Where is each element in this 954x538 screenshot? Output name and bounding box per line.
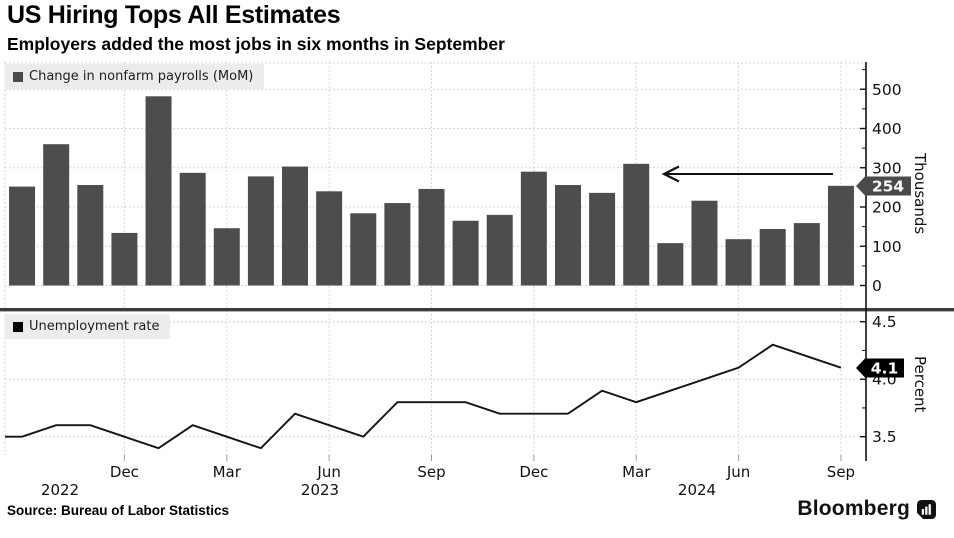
year-label-2024: 2024 (678, 481, 716, 499)
bar-Apr-2024 (657, 243, 684, 286)
x-tick-label-Mar: Mar (213, 463, 242, 481)
bar-Jan-2024 (554, 185, 581, 286)
bar-Jun-2024 (725, 239, 752, 286)
bar-Nov-2022 (77, 185, 104, 286)
bar-Mar-2024 (623, 163, 650, 286)
payrolls-tick-label: 100 (872, 238, 902, 256)
x-tick-label-Sep: Sep (827, 463, 855, 481)
payrolls-legend-label: Change in nonfarm payrolls (MoM) (29, 69, 254, 84)
payrolls-tick-label: 0 (872, 277, 882, 295)
bar-Oct-2023 (452, 220, 479, 286)
x-tick-label-Mar: Mar (622, 463, 651, 481)
bar-Aug-2024 (793, 223, 820, 286)
bar-Jul-2024 (759, 228, 786, 286)
unemployment-tick-label: 4.5 (872, 313, 897, 331)
payrolls-badge-label: 254 (872, 178, 905, 196)
payrolls-legend: Change in nonfarm payrolls (MoM) (5, 64, 265, 89)
payrolls-tick-label: 400 (872, 120, 902, 138)
bar-Jul-2023 (350, 213, 377, 286)
bar-Feb-2024 (589, 192, 616, 286)
payrolls-value-badge (856, 176, 911, 196)
unemployment-value-badge (856, 358, 904, 378)
year-label-2023: 2023 (301, 481, 339, 499)
x-tick-label-Dec: Dec (110, 463, 139, 481)
source-note: Source: Bureau of Labor Statistics (7, 503, 230, 518)
bar-Oct-2022 (43, 144, 70, 286)
payrolls-tick-label: 300 (872, 159, 902, 177)
bar-Jan-2023 (145, 96, 172, 286)
percent-axis-title: Percent (911, 355, 929, 413)
x-tick-label-Dec: Dec (519, 463, 548, 481)
page-subtitle: Employers added the most jobs in six mon… (7, 34, 505, 54)
panel-separator (0, 308, 954, 312)
payrolls-tick-label: 500 (872, 81, 902, 99)
x-tick-label-Sep: Sep (417, 463, 445, 481)
year-label-2022: 2022 (41, 481, 79, 499)
bar-Nov-2023 (486, 214, 513, 286)
x-tick-label-Jun: Jun (316, 463, 340, 481)
unemployment-badge-label: 4.1 (871, 360, 898, 378)
bar-Feb-2023 (179, 172, 206, 286)
thousands-axis-title: Thousands (911, 153, 929, 235)
arrow-head-icon (661, 165, 680, 183)
unemployment-line (5, 343, 842, 450)
bar-Aug-2023 (384, 203, 411, 286)
bar-Dec-2022 (111, 232, 138, 286)
page-title: US Hiring Tops All Estimates (7, 1, 341, 29)
bar-Sep-2024 (827, 185, 854, 286)
bar-May-2024 (691, 200, 718, 286)
bar-Jun-2023 (316, 191, 343, 286)
payrolls-tick-label: 200 (872, 199, 902, 217)
unemployment-legend-label: Unemployment rate (29, 319, 160, 334)
payrolls-legend-swatch-icon (13, 71, 23, 82)
bar-Dec-2023 (520, 171, 547, 286)
bloomberg-wordmark: Bloomberg (797, 497, 910, 520)
bar-Mar-2023 (213, 228, 240, 286)
bar-Apr-2023 (247, 176, 274, 286)
unemployment-tick-label: 3.5 (872, 428, 897, 446)
unemployment-legend: Unemployment rate (5, 314, 171, 339)
bloomberg-logo: Bloomberg (797, 497, 936, 521)
bloomberg-chart-bubble-icon (917, 499, 936, 519)
bar-Sep-2022 (9, 186, 36, 286)
bar-May-2023 (282, 166, 309, 286)
unemployment-legend-swatch-icon (13, 321, 23, 332)
x-tick-label-Jun: Jun (726, 463, 750, 481)
bar-Sep-2023 (418, 188, 445, 286)
